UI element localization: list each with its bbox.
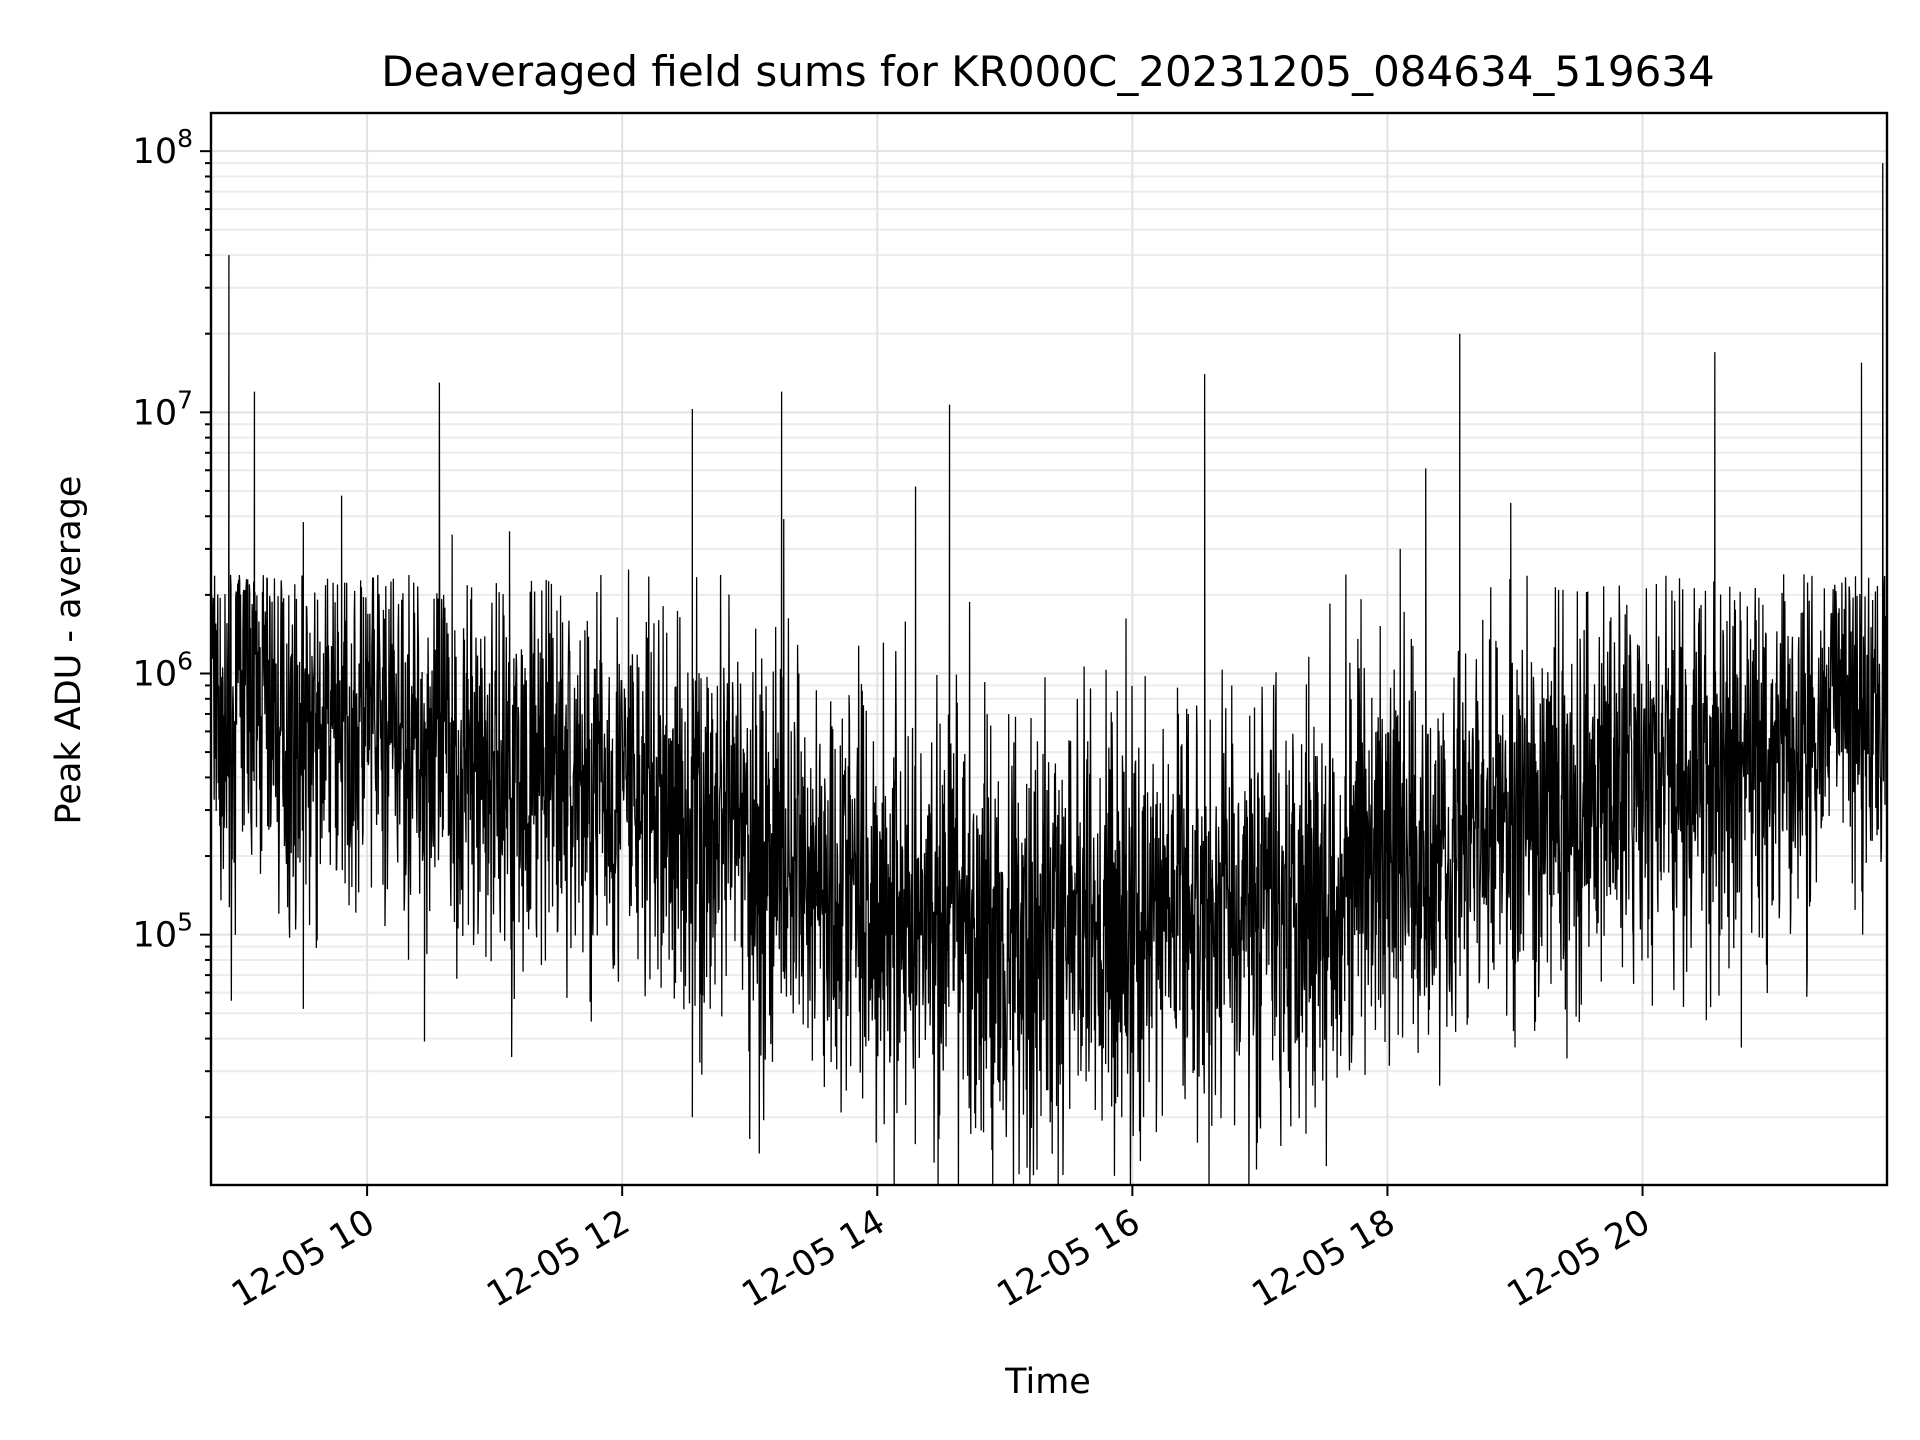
y-tick-base: 10 [133, 654, 178, 694]
x-tick-label: 12-05 14 [735, 1202, 891, 1315]
y-tick-exponent: 5 [177, 908, 193, 937]
x-tick-label: 12-05 18 [1246, 1202, 1402, 1315]
x-tick-label: 12-05 20 [1501, 1202, 1657, 1315]
y-tick-label: 106 [133, 646, 193, 694]
y-tick-exponent: 8 [177, 124, 193, 153]
x-tick-label: 12-05 12 [480, 1202, 636, 1315]
plot-area [211, 163, 1887, 1185]
y-tick-label: 107 [133, 385, 193, 433]
x-tick-label: 12-05 16 [991, 1202, 1147, 1315]
axes-frame [209, 111, 1889, 1187]
y-axis-label: Peak ADU - average [49, 476, 89, 825]
y-tick-exponent: 7 [177, 385, 193, 414]
y-tick-label: 108 [133, 124, 193, 172]
x-axis-label: Time [1004, 1362, 1091, 1402]
x-axis: 12-05 10 12-05 12 12-05 14 12-05 16 12-05 18… [225, 1185, 1657, 1315]
y-tick-label: 105 [133, 908, 193, 956]
grid-lines [211, 113, 1887, 1185]
y-tick-exponent: 6 [177, 646, 193, 675]
x-tick-label: 12-05 10 [225, 1202, 381, 1315]
y-tick-base: 10 [133, 916, 178, 956]
chart-title: Deaveraged field sums for KR000C_2023120… [381, 47, 1715, 96]
y-tick-base: 10 [133, 393, 178, 433]
series-line [211, 163, 1887, 1185]
y-tick-base: 10 [133, 132, 178, 172]
